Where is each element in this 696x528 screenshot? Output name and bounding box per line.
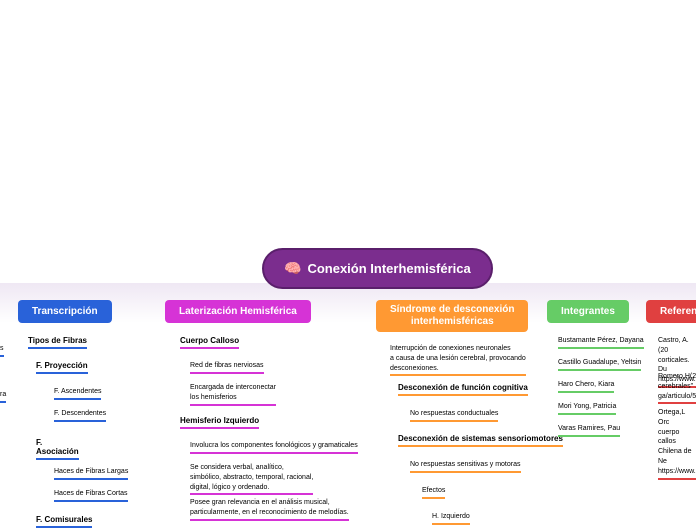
laterizacion-item: Hemisferio Izquierdo — [180, 416, 259, 427]
integrante-item: Bustamante Pérez, Dayana — [558, 336, 644, 346]
branch-node: Integrantes — [547, 300, 629, 323]
transcripcion-item: F. Descendentes — [54, 409, 106, 419]
laterizacion-item: Encargada de interconectarlos hemisferio… — [190, 383, 276, 403]
transcripcion-item: Haces de Fibras Largas — [54, 467, 128, 477]
cut-fragment: s — [0, 344, 4, 354]
laterizacion-item: Involucra los componentes fonológicos y … — [190, 441, 358, 451]
laterizacion-item: Se considera verbal, analítico,simbólico… — [190, 463, 313, 492]
transcripcion-item: F. Proyección — [36, 361, 88, 372]
sindrome-item: No respuestas conductuales — [410, 409, 498, 419]
cut-fragment: ra — [0, 390, 6, 400]
laterizacion-item: Posee gran relevancia en el análisis mus… — [190, 498, 349, 518]
referencia-item: Ortega,L Orccuerpo callosChilena de Neht… — [658, 408, 696, 477]
transcripcion-heading: Tipos de Fibras — [28, 336, 87, 347]
referencia-item: Romero,H(20cerebrales" .ga/articulo/5 — [658, 372, 696, 401]
sindrome-item: No respuestas sensitivas y motoras — [410, 460, 521, 470]
root-node: 🧠 Conexión Interhemisférica — [262, 248, 493, 289]
transcripcion-item: F. Comisurales — [36, 515, 92, 526]
integrante-item: Haro Chero, Kiara — [558, 380, 614, 390]
branch-node: Referencias — [646, 300, 696, 323]
sindrome-intro: Interrupción de conexiones neuronalesa c… — [390, 344, 526, 373]
transcripcion-item: F. Ascendentes — [54, 387, 101, 397]
branch-node: Síndrome de desconexióninterhemisféricas — [376, 300, 528, 332]
laterizacion-item: Cuerpo Calloso — [180, 336, 239, 347]
sindrome-item: Desconexión de sistemas sensoriomotores — [398, 434, 563, 445]
integrante-item: Mori Yong, Patricia — [558, 402, 616, 412]
branch-node: Laterización Hemisférica — [165, 300, 311, 323]
integrante-item: Varas Ramires, Pau — [558, 424, 620, 434]
root-label: Conexión Interhemisférica — [307, 261, 470, 276]
brain-icon: 🧠 — [284, 260, 301, 277]
integrante-item: Castillo Guadalupe, Yeltsin — [558, 358, 641, 368]
sindrome-item: H. Izquierdo — [432, 512, 470, 522]
sindrome-item: Efectos — [422, 486, 445, 496]
transcripcion-item: Haces de Fibras Cortas — [54, 489, 128, 499]
branch-node: Transcripción — [18, 300, 112, 323]
sindrome-item: Desconexión de función cognitiva — [398, 383, 528, 394]
laterizacion-item: Red de fibras nerviosas — [190, 361, 264, 371]
transcripcion-item: F.Asociación — [36, 438, 79, 458]
